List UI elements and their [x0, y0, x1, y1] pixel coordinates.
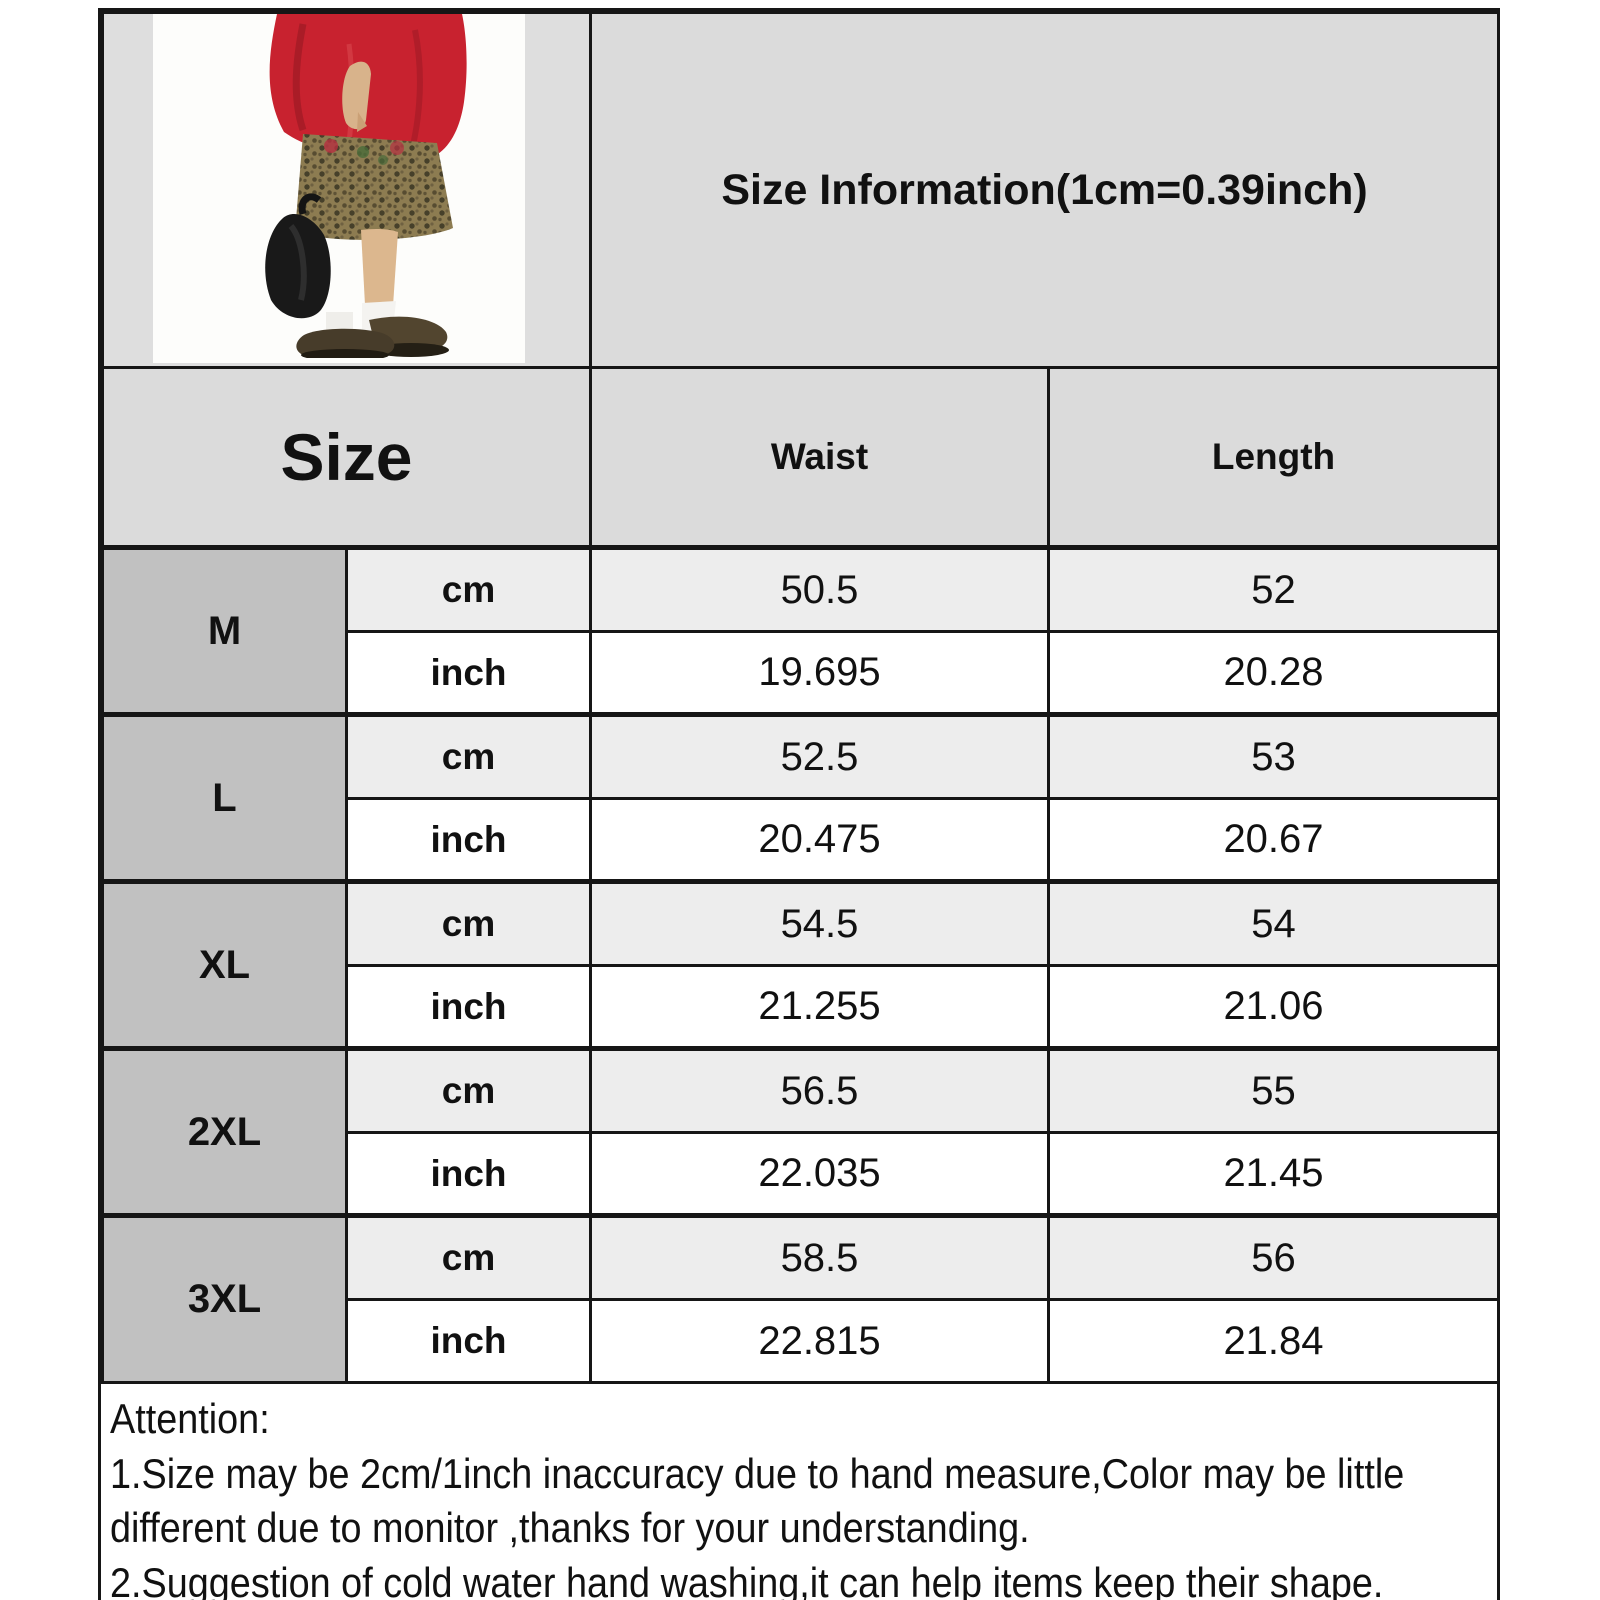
attention-line-2: different due to monitor ,thanks for you…	[110, 1504, 1030, 1552]
3xl-length-cm: 56	[1047, 1213, 1500, 1301]
unit-inch-label: inch	[345, 797, 592, 883]
unit-inch-label: inch	[345, 1298, 592, 1384]
xl-length-cm: 54	[1047, 879, 1500, 967]
size-info-title-text: Size Information(1cm=0.39inch)	[721, 165, 1368, 214]
unit-inch-label: inch	[345, 630, 592, 716]
xl-waist-inch: 21.255	[589, 964, 1050, 1050]
size-chart-frame: Size Information(1cm=0.39inch) Size Wais…	[98, 8, 1500, 1600]
size-label-m: M	[101, 545, 348, 716]
2xl-waist-inch: 22.035	[589, 1131, 1050, 1217]
2xl-length-cm: 55	[1047, 1046, 1500, 1134]
product-photo-wrap	[106, 15, 588, 365]
unit-inch-label: inch	[345, 1131, 592, 1217]
3xl-waist-cm: 58.5	[589, 1213, 1050, 1301]
m-length-inch: 20.28	[1047, 630, 1500, 716]
m-waist-cm: 50.5	[589, 545, 1050, 633]
attention-line-1: 1.Size may be 2cm/1inch inaccuracy due t…	[110, 1449, 1405, 1497]
size-label-3xl: 3XL	[101, 1213, 348, 1384]
product-photo-figure	[265, 15, 467, 361]
attention-heading: Attention:	[110, 1395, 270, 1442]
product-photo-cell	[101, 11, 592, 369]
l-waist-cm: 52.5	[589, 712, 1050, 800]
3xl-waist-inch: 22.815	[589, 1298, 1050, 1384]
column-header-waist: Waist	[589, 366, 1050, 549]
m-waist-inch: 19.695	[589, 630, 1050, 716]
l-length-inch: 20.67	[1047, 797, 1500, 883]
2xl-waist-cm: 56.5	[589, 1046, 1050, 1134]
size-table: Size Information(1cm=0.39inch) Size Wais…	[101, 11, 1500, 1384]
size-info-title: Size Information(1cm=0.39inch)	[589, 11, 1500, 369]
attention-line-3: 2.Suggestion of cold water hand washing,…	[110, 1558, 1384, 1600]
unit-cm-label: cm	[345, 1046, 592, 1134]
size-label-2xl: 2XL	[101, 1046, 348, 1217]
unit-cm-label: cm	[345, 879, 592, 967]
attention-note: Attention: 1.Size may be 2cm/1inch inacc…	[101, 1384, 1405, 1600]
2xl-length-inch: 21.45	[1047, 1131, 1500, 1217]
unit-cm-label: cm	[345, 545, 592, 633]
unit-cm-label: cm	[345, 712, 592, 800]
xl-waist-cm: 54.5	[589, 879, 1050, 967]
m-length-cm: 52	[1047, 545, 1500, 633]
l-length-cm: 53	[1047, 712, 1500, 800]
column-header-length: Length	[1047, 366, 1500, 549]
size-label-l: L	[101, 712, 348, 883]
xl-length-inch: 21.06	[1047, 964, 1500, 1050]
3xl-length-inch: 21.84	[1047, 1298, 1500, 1384]
size-label-xl: XL	[101, 879, 348, 1050]
column-header-size: Size	[101, 366, 592, 549]
unit-inch-label: inch	[345, 964, 592, 1050]
l-waist-inch: 20.475	[589, 797, 1050, 883]
unit-cm-label: cm	[345, 1213, 592, 1301]
product-photo	[153, 15, 525, 363]
